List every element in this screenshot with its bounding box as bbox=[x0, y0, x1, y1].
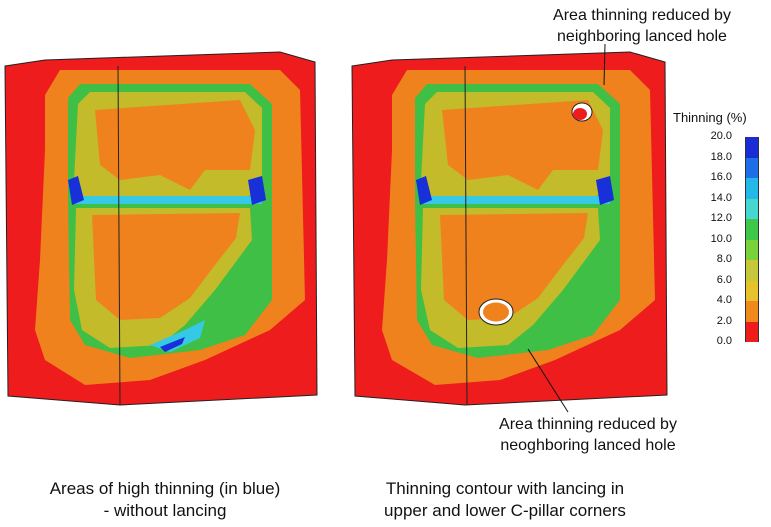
legend-swatch bbox=[745, 301, 759, 322]
upper-panel-orange bbox=[95, 100, 255, 190]
panel-without-lancing bbox=[4, 51, 318, 406]
beam-cyan bbox=[421, 196, 610, 204]
legend-tick-label: 20.0 bbox=[710, 130, 732, 142]
upper-hole-red-zone bbox=[573, 108, 587, 120]
annotation-bottom: Area thinning reduced by neoghboring lan… bbox=[478, 414, 698, 456]
panel-with-lancing bbox=[351, 43, 668, 413]
caption-right-line2: upper and lower C-pillar corners bbox=[384, 501, 626, 520]
annotation-top: Area thinning reduced by neighboring lan… bbox=[532, 5, 752, 47]
caption-right-line1: Thinning contour with lancing in bbox=[385, 479, 625, 498]
corner-blue bbox=[160, 337, 185, 352]
lower-hole-inner bbox=[483, 302, 509, 322]
leader-top bbox=[603, 43, 606, 86]
caption-left-line1: Areas of high thinning (in blue) bbox=[49, 479, 281, 498]
legend-swatch bbox=[745, 321, 759, 342]
legend-tick-label: 6.0 bbox=[716, 273, 732, 286]
legend-title: Thinning (%) bbox=[673, 110, 747, 125]
annotation-bottom-line2: neoghboring lanced hole bbox=[500, 437, 676, 454]
legend-tick-label: 0.0 bbox=[716, 335, 732, 347]
split-line bbox=[464, 65, 468, 406]
legend-swatch bbox=[745, 198, 759, 219]
lower-panel-orange bbox=[92, 213, 240, 320]
legend-tick-label: 14.0 bbox=[710, 191, 732, 204]
caption-left-line2: - without lancing bbox=[103, 501, 227, 520]
legend-swatch bbox=[745, 178, 759, 199]
annotation-top-line1: Area thinning reduced by bbox=[553, 7, 731, 24]
split-line bbox=[117, 65, 121, 406]
legend-swatch bbox=[745, 137, 759, 158]
caption-left: Areas of high thinning (in blue) - witho… bbox=[15, 478, 315, 522]
lower-panel-orange bbox=[440, 213, 588, 320]
beam-blue-left bbox=[68, 176, 84, 205]
legend-swatch bbox=[745, 157, 759, 178]
upper-panel-orange bbox=[442, 100, 603, 190]
legend-tick-label: 2.0 bbox=[716, 314, 732, 327]
beam-blue-right bbox=[248, 176, 266, 205]
annotation-bottom-line1: Area thinning reduced by bbox=[499, 416, 677, 433]
legend-tick-label: 16.0 bbox=[710, 171, 732, 183]
legend-swatch bbox=[745, 280, 759, 301]
legend-tick-label: 4.0 bbox=[716, 294, 732, 306]
legend-tick-label: 12.0 bbox=[710, 212, 732, 224]
beam-cyan bbox=[74, 196, 262, 204]
legend-swatch bbox=[745, 260, 759, 281]
legend-swatch bbox=[745, 239, 759, 260]
corner-cyan bbox=[150, 320, 205, 352]
legend-tick-label: 18.0 bbox=[710, 150, 732, 163]
beam-blue-left bbox=[416, 176, 432, 205]
leader-bottom bbox=[527, 348, 569, 413]
legend-swatch bbox=[745, 219, 759, 240]
legend-tick-label: 8.0 bbox=[716, 253, 732, 265]
caption-right: Thinning contour with lancing in upper a… bbox=[355, 478, 655, 522]
beam-blue-right bbox=[596, 176, 614, 205]
annotation-top-line2: neighboring lanced hole bbox=[557, 28, 727, 45]
legend-tick-label: 10.0 bbox=[710, 232, 732, 245]
